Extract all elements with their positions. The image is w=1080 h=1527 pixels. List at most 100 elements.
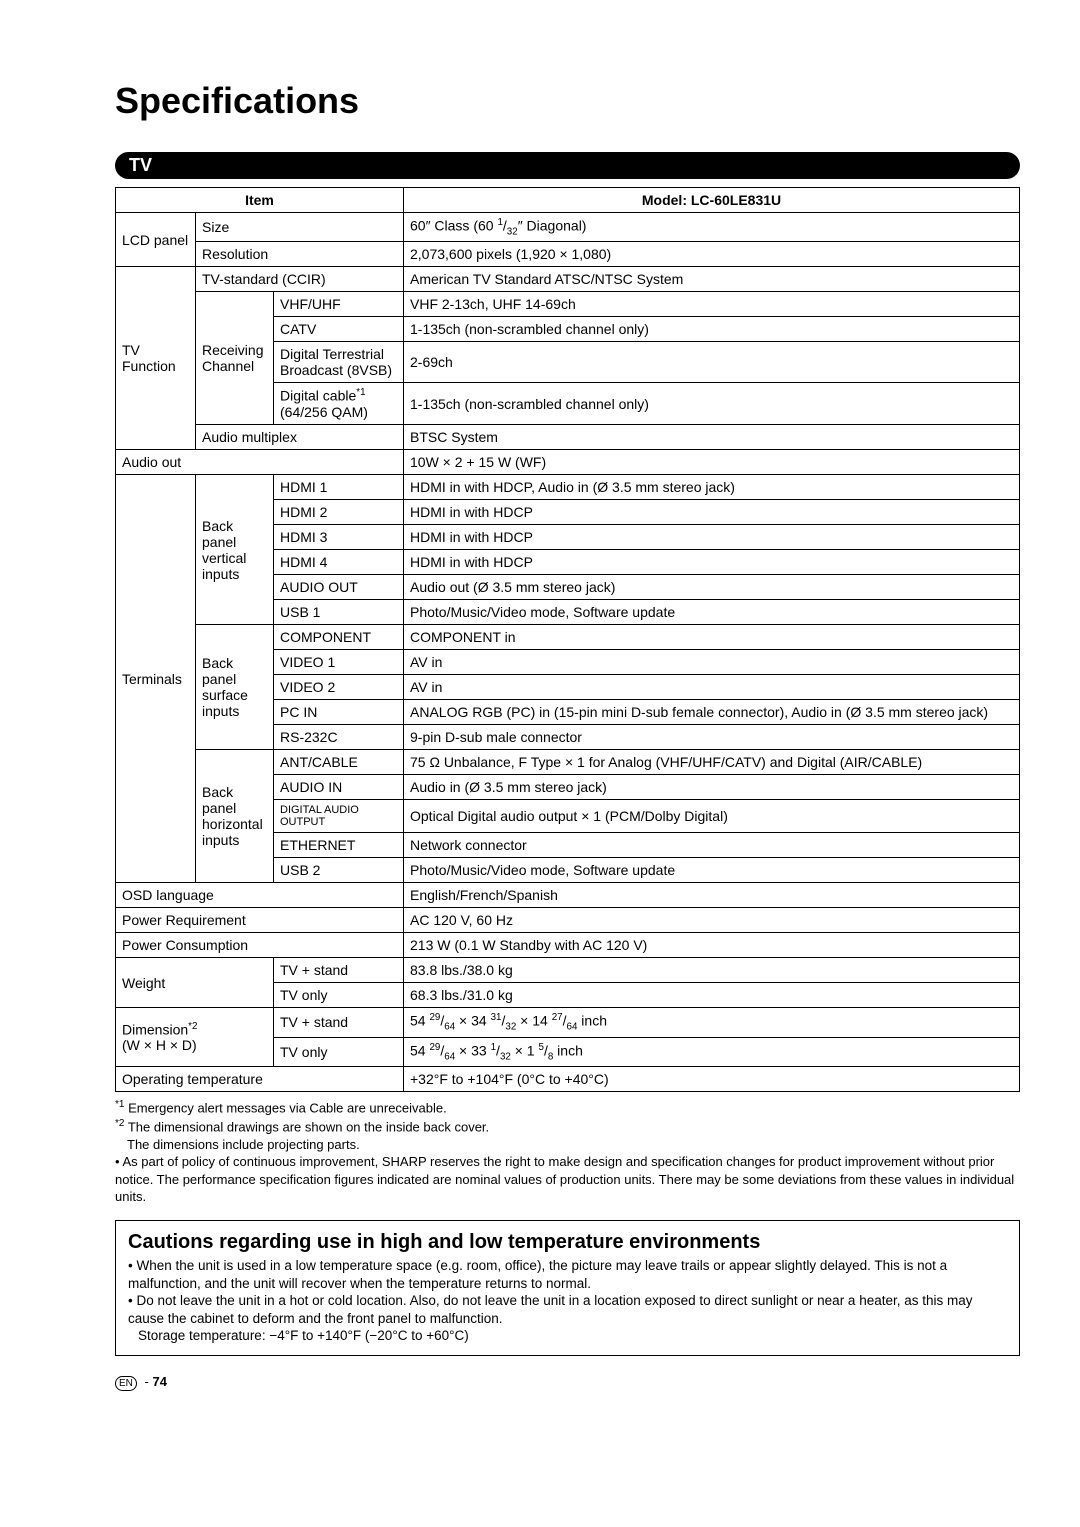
footnote-bullet-text: As part of policy of continuous improvem… — [115, 1154, 1014, 1204]
cell-value: 54 29/64 × 34 31/32 × 14 27/64 inch — [404, 1008, 1020, 1037]
cell-value: HDMI in with HDCP — [404, 525, 1020, 550]
cell-label: HDMI 1 — [274, 475, 404, 500]
table-row: Terminals Back panel vertical inputs HDM… — [116, 475, 1020, 500]
cell-value: AC 120 V, 60 Hz — [404, 908, 1020, 933]
footnote-2-text: The dimensional drawings are shown on th… — [128, 1119, 489, 1134]
cell-value: Photo/Music/Video mode, Software update — [404, 858, 1020, 883]
cautions-box: Cautions regarding use in high and low t… — [115, 1220, 1020, 1356]
cell-value: HDMI in with HDCP — [404, 500, 1020, 525]
cell-value: 75 Ω Unbalance, F Type × 1 for Analog (V… — [404, 750, 1020, 775]
caution-text: When the unit is used in a low temperatu… — [128, 1258, 947, 1291]
cell-label: RS-232C — [274, 725, 404, 750]
cell-label: TV only — [274, 983, 404, 1008]
group-dimension: Dimension*2(W × H × D) — [116, 1008, 274, 1067]
cell-value: 1-135ch (non-scrambled channel only) — [404, 383, 1020, 425]
section-pill-tv: TV — [115, 152, 1020, 179]
cell-value: 213 W (0.1 W Standby with AC 120 V) — [404, 933, 1020, 958]
table-row: Audio multiplex BTSC System — [116, 425, 1020, 450]
cell-label: TV-standard (CCIR) — [196, 267, 404, 292]
cell-label: Size — [196, 213, 404, 242]
cell-label: DIGITAL AUDIO OUTPUT — [274, 800, 404, 833]
cell-value: VHF 2-13ch, UHF 14-69ch — [404, 292, 1020, 317]
cell-label: VIDEO 1 — [274, 650, 404, 675]
group-receiving-channel: Receiving Channel — [196, 292, 274, 425]
cell-label: VIDEO 2 — [274, 675, 404, 700]
cell-value: Audio out (Ø 3.5 mm stereo jack) — [404, 575, 1020, 600]
footnote-2b: The dimensions include projecting parts. — [115, 1136, 1020, 1154]
cell-value: Photo/Music/Video mode, Software update — [404, 600, 1020, 625]
group-bp-vertical: Back panel vertical inputs — [196, 475, 274, 625]
table-row: Dimension*2(W × H × D) TV + stand 54 29/… — [116, 1008, 1020, 1037]
cell-value: ANALOG RGB (PC) in (15-pin mini D-sub fe… — [404, 700, 1020, 725]
footnotes: *1 Emergency alert messages via Cable ar… — [115, 1098, 1020, 1206]
cell-value: English/French/Spanish — [404, 883, 1020, 908]
cell-value: 60″ Class (60 1/32″ Diagonal) — [404, 213, 1020, 242]
cell-label: TV + stand — [274, 1008, 404, 1037]
table-row: Power Requirement AC 120 V, 60 Hz — [116, 908, 1020, 933]
cell-value: Network connector — [404, 833, 1020, 858]
cell-value: COMPONENT in — [404, 625, 1020, 650]
group-lcd: LCD panel — [116, 213, 196, 267]
cell-label: Audio multiplex — [196, 425, 404, 450]
cell-value: 83.8 lbs./38.0 kg — [404, 958, 1020, 983]
cell-label: USB 2 — [274, 858, 404, 883]
cell-label: Digital cable*1(64/256 QAM) — [274, 383, 404, 425]
cell-label: USB 1 — [274, 600, 404, 625]
cautions-title: Cautions regarding use in high and low t… — [128, 1229, 1007, 1255]
cell-label: Resolution — [196, 242, 404, 267]
cell-label: VHF/UHF — [274, 292, 404, 317]
cell-label: OSD language — [116, 883, 404, 908]
cell-label: Audio out — [116, 450, 404, 475]
section-pill-label: TV — [129, 155, 152, 175]
footnote-1-text: Emergency alert messages via Cable are u… — [128, 1100, 447, 1115]
caution-text: Do not leave the unit in a hot or cold l… — [128, 1293, 973, 1326]
cell-label: TV only — [274, 1037, 404, 1066]
footnote-2: *2 The dimensional drawings are shown on… — [115, 1117, 1020, 1136]
cell-value: +32°F to +104°F (0°C to +40°C) — [404, 1067, 1020, 1092]
cell-value: BTSC System — [404, 425, 1020, 450]
table-row: Power Consumption 213 W (0.1 W Standby w… — [116, 933, 1020, 958]
table-row: OSD language English/French/Spanish — [116, 883, 1020, 908]
group-terminals: Terminals — [116, 475, 196, 883]
cell-value: 2,073,600 pixels (1,920 × 1,080) — [404, 242, 1020, 267]
footnote-bullet: • As part of policy of continuous improv… — [115, 1153, 1020, 1206]
cell-label: CATV — [274, 317, 404, 342]
cell-label: TV + stand — [274, 958, 404, 983]
cell-label: PC IN — [274, 700, 404, 725]
cell-value: 68.3 lbs./31.0 kg — [404, 983, 1020, 1008]
cell-value: 9-pin D-sub male connector — [404, 725, 1020, 750]
cell-value: HDMI in with HDCP, Audio in (Ø 3.5 mm st… — [404, 475, 1020, 500]
cell-label: ETHERNET — [274, 833, 404, 858]
cell-label: Operating temperature — [116, 1067, 404, 1092]
table-row: Back panel surface inputs COMPONENT COMP… — [116, 625, 1020, 650]
table-row: Weight TV + stand 83.8 lbs./38.0 kg — [116, 958, 1020, 983]
cell-label: AUDIO OUT — [274, 575, 404, 600]
cell-value: 1-135ch (non-scrambled channel only) — [404, 317, 1020, 342]
table-row: Audio out 10W × 2 + 15 W (WF) — [116, 450, 1020, 475]
page-container: Specifications TV Item Model: LC-60LE831… — [0, 0, 1080, 1431]
cell-value: 2-69ch — [404, 342, 1020, 383]
table-row: Operating temperature +32°F to +104°F (0… — [116, 1067, 1020, 1092]
cell-value: Optical Digital audio output × 1 (PCM/Do… — [404, 800, 1020, 833]
header-item: Item — [116, 188, 404, 213]
page-title: Specifications — [115, 80, 1020, 122]
cell-label: Power Consumption — [116, 933, 404, 958]
table-row: Resolution 2,073,600 pixels (1,920 × 1,0… — [116, 242, 1020, 267]
group-weight: Weight — [116, 958, 274, 1008]
table-row: Receiving Channel VHF/UHF VHF 2-13ch, UH… — [116, 292, 1020, 317]
cell-label: HDMI 3 — [274, 525, 404, 550]
cell-label: AUDIO IN — [274, 775, 404, 800]
cell-label: COMPONENT — [274, 625, 404, 650]
table-header-row: Item Model: LC-60LE831U — [116, 188, 1020, 213]
cell-value: 10W × 2 + 15 W (WF) — [404, 450, 1020, 475]
cell-value: HDMI in with HDCP — [404, 550, 1020, 575]
table-row: TV Function TV-standard (CCIR) American … — [116, 267, 1020, 292]
table-row: Back panel horizontal inputs ANT/CABLE 7… — [116, 750, 1020, 775]
group-bp-horizontal: Back panel horizontal inputs — [196, 750, 274, 883]
cell-value: AV in — [404, 650, 1020, 675]
cell-value: Audio in (Ø 3.5 mm stereo jack) — [404, 775, 1020, 800]
cell-label: Digital Terrestrial Broadcast (8VSB) — [274, 342, 404, 383]
group-bp-surface: Back panel surface inputs — [196, 625, 274, 750]
cell-label: HDMI 2 — [274, 500, 404, 525]
footnote-1: *1 Emergency alert messages via Cable ar… — [115, 1098, 1020, 1117]
